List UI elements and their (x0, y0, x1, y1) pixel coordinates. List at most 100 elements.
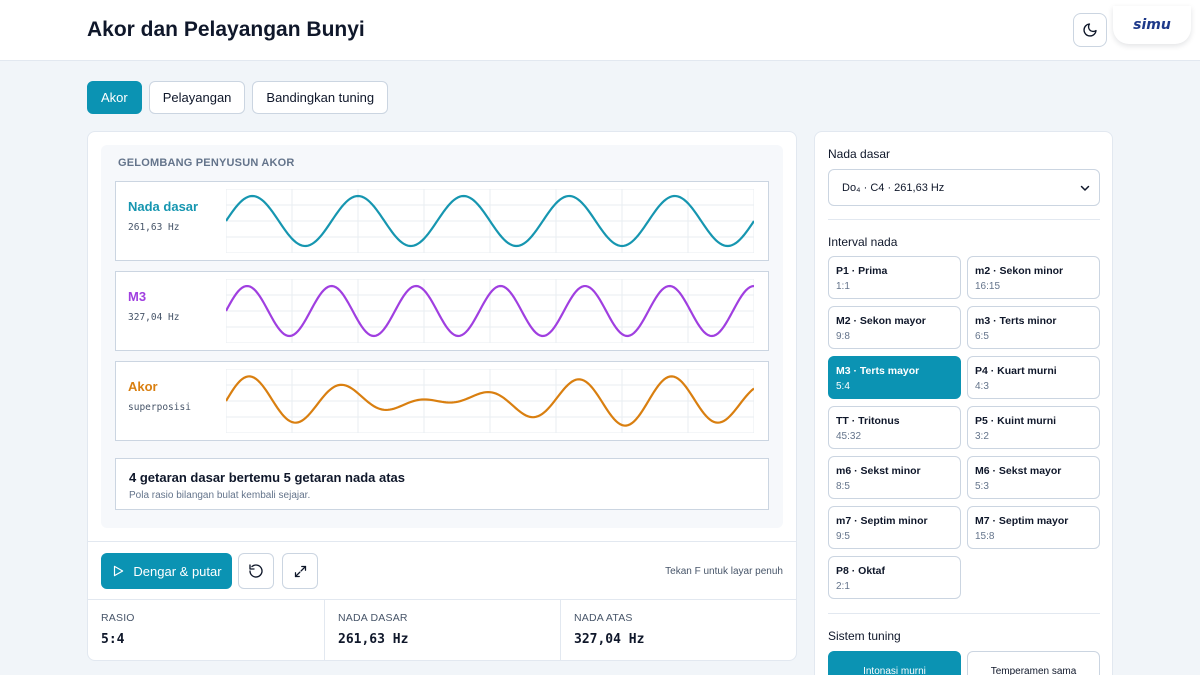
wave-plot-root (226, 189, 754, 253)
interval-name: M7 · Septim mayor (975, 515, 1069, 527)
interval-ratio: 3:2 (975, 431, 989, 442)
divider (88, 541, 796, 542)
chevron-down-icon (1080, 185, 1090, 191)
interval-option[interactable]: m2 · Sekon minor 16:15 (967, 256, 1100, 299)
interval-name: m7 · Septim minor (836, 515, 928, 527)
stat-separator (560, 600, 561, 660)
wave-grid (226, 369, 754, 433)
interval-option[interactable]: P5 · Kuint murni 3:2 (967, 406, 1100, 449)
settings-panel: Nada dasar Do₄ · C4 · 261,63 Hz Interval… (814, 131, 1113, 675)
interval-option[interactable]: TT · Tritonus 45:32 (828, 406, 961, 449)
interval-option-selected[interactable]: M3 · Terts mayor 5:4 (828, 356, 961, 399)
logo-text: simu (1133, 17, 1171, 33)
play-icon (114, 565, 124, 577)
tab-akor[interactable]: Akor (87, 81, 142, 114)
tuning-equal-temperament-button[interactable]: Temperamen sama (967, 651, 1100, 675)
interval-option[interactable]: P1 · Prima 1:1 (828, 256, 961, 299)
wave-row-root: Nada dasar 261,63 Hz (115, 181, 769, 261)
wave-panel-heading: GELOMBANG PENYUSUN AKOR (118, 157, 295, 169)
interval-name: P4 · Kuart murni (975, 365, 1057, 377)
interval-ratio: 16:15 (975, 281, 1001, 292)
stat-upper-frequency: NADA ATAS 327,04 Hz (561, 600, 796, 660)
fullscreen-hint: Tekan F untuk layar penuh (665, 566, 783, 577)
interval-ratio: 45:32 (836, 431, 862, 442)
stat-ratio: RASIO 5:4 (88, 600, 324, 660)
stat-separator (324, 600, 325, 660)
stat-label: RASIO (101, 612, 135, 624)
interval-name: m3 · Terts minor (975, 315, 1057, 327)
interval-option[interactable]: M6 · Sekst mayor 5:3 (967, 456, 1100, 499)
wave-line-chord (226, 375, 754, 427)
divider (88, 599, 796, 600)
interval-ratio: 9:8 (836, 331, 850, 342)
interval-name: M6 · Sekst mayor (975, 465, 1062, 477)
interval-ratio: 1:1 (836, 281, 850, 292)
wave-frequency: 327,04 Hz (128, 312, 180, 323)
reset-button[interactable] (238, 553, 274, 589)
divider (828, 219, 1100, 220)
stat-value: 261,63 Hz (338, 632, 409, 647)
interval-name: M2 · Sekon mayor (836, 315, 926, 327)
tuning-system-label: Sistem tuning (828, 629, 901, 643)
moon-icon (1083, 23, 1097, 37)
reset-icon (249, 564, 263, 578)
stat-value: 327,04 Hz (574, 632, 645, 647)
interval-option[interactable]: M2 · Sekon mayor 9:8 (828, 306, 961, 349)
interval-name: P1 · Prima (836, 265, 888, 277)
wave-label: Akor (128, 379, 158, 394)
interval-name: M3 · Terts mayor (836, 365, 920, 377)
wave-grid (226, 279, 754, 343)
stat-label: NADA DASAR (338, 612, 408, 624)
logo[interactable]: simu (1113, 6, 1191, 44)
divider (828, 613, 1100, 614)
interval-name: m6 · Sekst minor (836, 465, 921, 477)
interval-ratio: 15:8 (975, 531, 995, 542)
wave-line-interval (226, 284, 754, 338)
main-card: GELOMBANG PENYUSUN AKOR Nada dasar 261,6… (87, 131, 797, 661)
wave-label: Nada dasar (128, 199, 199, 214)
interval-option[interactable]: m7 · Septim minor 9:5 (828, 506, 961, 549)
summary-subtitle: Pola rasio bilangan bulat kembali sejaja… (129, 490, 311, 501)
root-note-select[interactable]: Do₄ · C4 · 261,63 Hz (828, 169, 1100, 206)
interval-name: TT · Tritonus (836, 415, 900, 427)
tab-bar: Akor Pelayangan Bandingkan tuning (87, 81, 389, 114)
wave-plot-chord (226, 369, 754, 433)
wave-row-chord: Akor superposisi (115, 361, 769, 441)
wave-label: M3 (128, 289, 147, 304)
tab-pelayangan[interactable]: Pelayangan (148, 81, 246, 114)
play-button-label: Dengar & putar (133, 563, 222, 579)
play-button[interactable]: Dengar & putar (101, 553, 232, 589)
wave-caption: superposisi (128, 402, 191, 413)
interval-option[interactable]: m3 · Terts minor 6:5 (967, 306, 1100, 349)
interval-label: Interval nada (828, 235, 898, 249)
wave-line-root (226, 194, 754, 248)
stat-root-frequency: NADA DASAR 261,63 Hz (325, 600, 561, 660)
wave-frequency: 261,63 Hz (128, 222, 180, 233)
fullscreen-button[interactable] (282, 553, 318, 589)
summary-box: 4 getaran dasar bertemu 5 getaran nada a… (115, 458, 769, 510)
interval-option[interactable]: m6 · Sekst minor 8:5 (828, 456, 961, 499)
interval-ratio: 5:3 (975, 481, 989, 492)
stat-label: NADA ATAS (574, 612, 633, 624)
interval-ratio: 8:5 (836, 481, 850, 492)
interval-option[interactable]: P8 · Oktaf 2:1 (828, 556, 961, 599)
root-note-label: Nada dasar (828, 147, 891, 161)
stat-value: 5:4 (101, 632, 125, 647)
interval-ratio: 2:1 (836, 581, 850, 592)
expand-icon (294, 565, 306, 577)
top-bar: Akor dan Pelayangan Bunyi simu (0, 0, 1200, 61)
wave-panel: GELOMBANG PENYUSUN AKOR Nada dasar 261,6… (101, 145, 783, 528)
wave-row-interval: M3 327,04 Hz (115, 271, 769, 351)
theme-toggle-button[interactable] (1073, 13, 1107, 47)
interval-name: P5 · Kuint murni (975, 415, 1057, 427)
interval-option[interactable]: M7 · Septim mayor 15:8 (967, 506, 1100, 549)
interval-ratio: 6:5 (975, 331, 989, 342)
tuning-just-intonation-button[interactable]: Intonasi murni (828, 651, 961, 675)
tab-bandingkan-tuning[interactable]: Bandingkan tuning (252, 81, 389, 114)
interval-ratio: 4:3 (975, 381, 989, 392)
interval-ratio: 9:5 (836, 531, 850, 542)
summary-title: 4 getaran dasar bertemu 5 getaran nada a… (129, 470, 406, 485)
wave-plot-interval (226, 279, 754, 343)
interval-option[interactable]: P4 · Kuart murni 4:3 (967, 356, 1100, 399)
page-title: Akor dan Pelayangan Bunyi (87, 18, 365, 41)
